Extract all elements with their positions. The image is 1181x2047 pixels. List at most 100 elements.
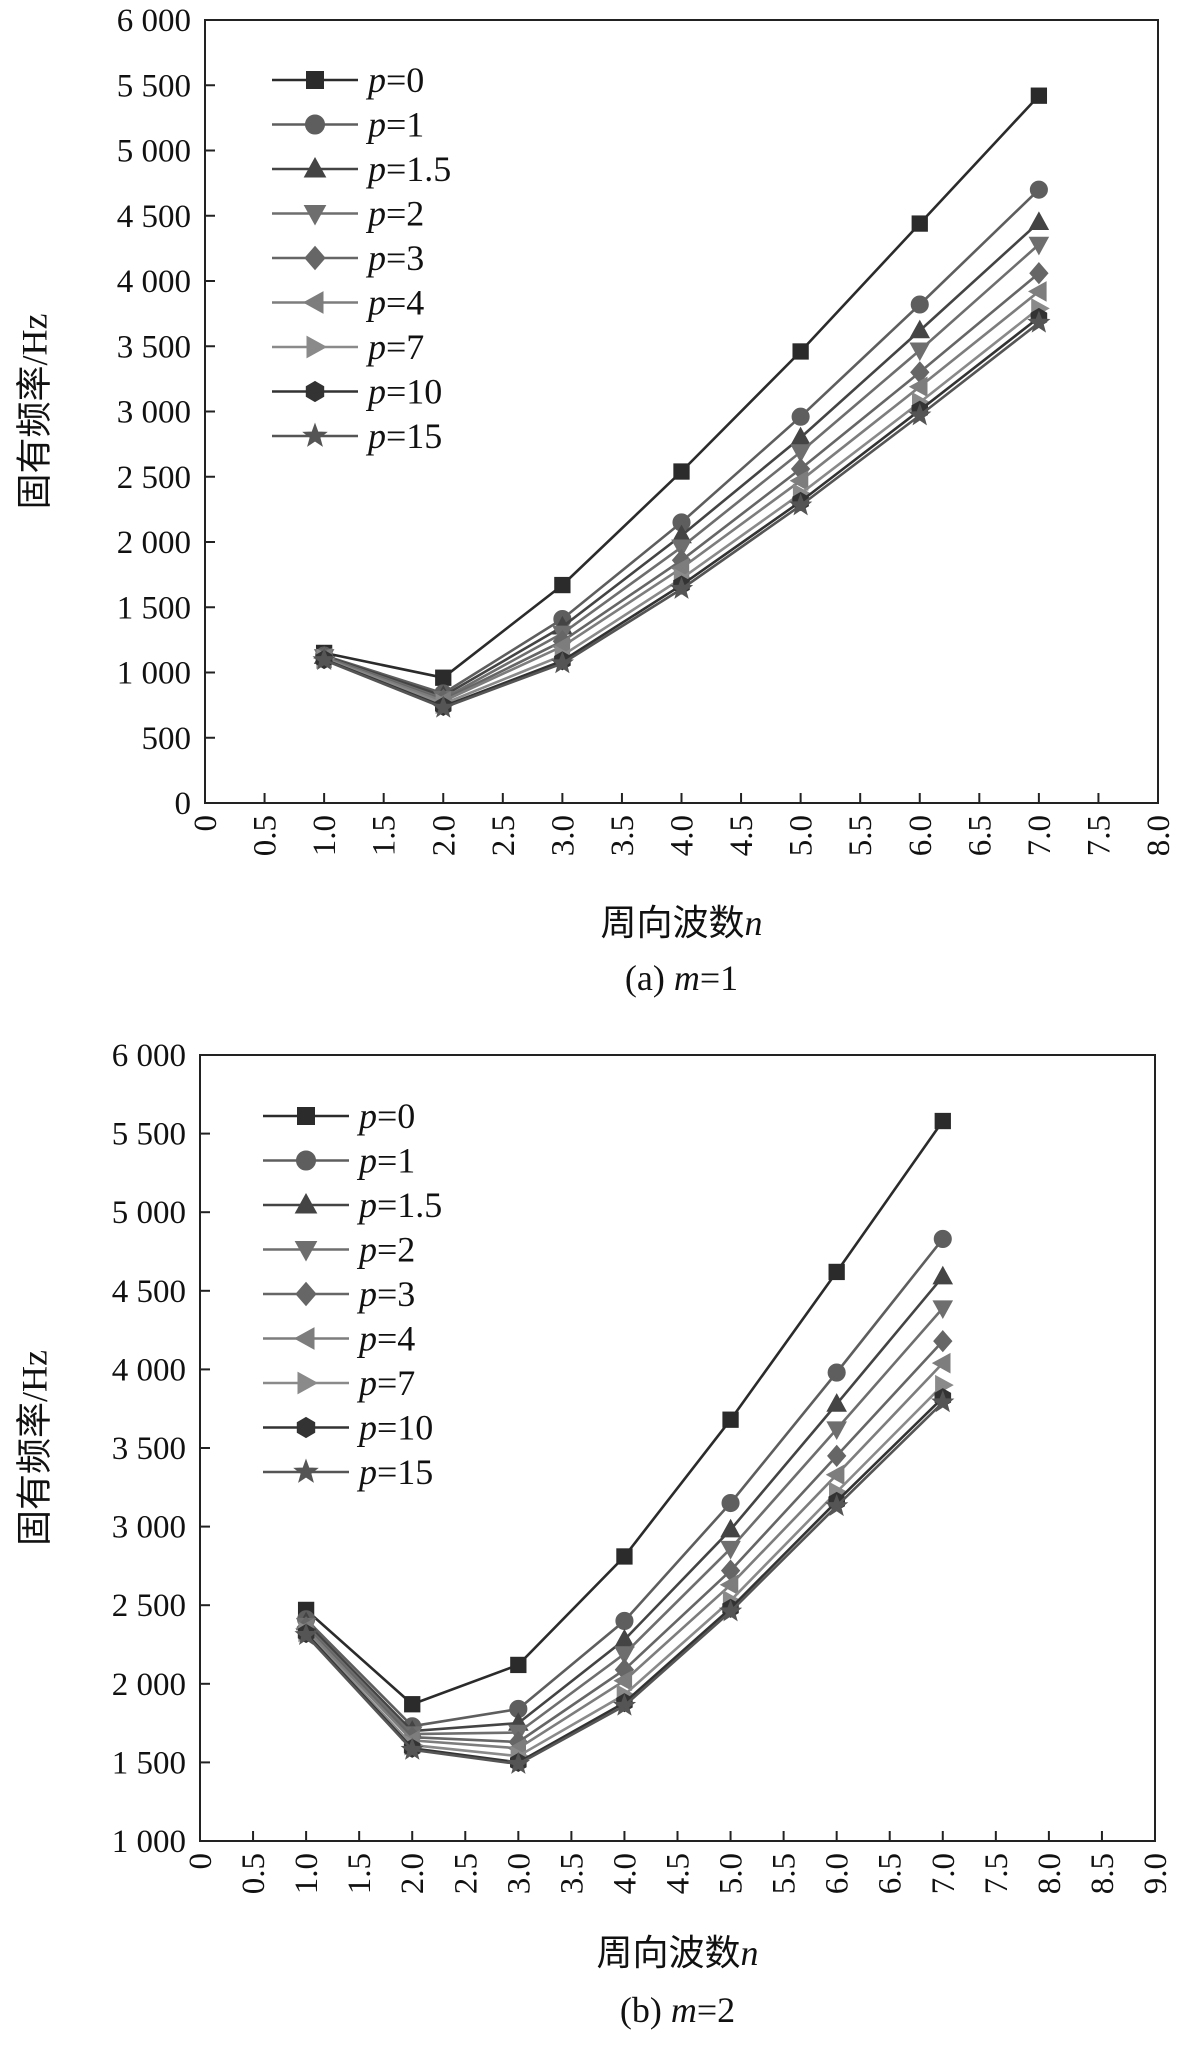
legend-value: =1.5 xyxy=(377,1185,442,1225)
data-point xyxy=(404,1696,421,1713)
legend-item: p=7 xyxy=(272,327,424,367)
legend-item: p=4 xyxy=(263,1319,415,1359)
data-point xyxy=(669,576,694,599)
legend-marker xyxy=(305,380,325,403)
y-tick-label: 2 000 xyxy=(112,1667,186,1703)
data-point xyxy=(554,576,571,594)
legend-value: =0 xyxy=(386,60,424,100)
legend-value: =10 xyxy=(386,372,442,412)
y-tick-label: 5 500 xyxy=(112,1117,186,1153)
x-tick-label: 4.0 xyxy=(665,815,701,856)
data-point xyxy=(612,1693,637,1716)
data-point xyxy=(510,1656,527,1674)
legend-marker xyxy=(302,291,324,314)
series-15 xyxy=(312,310,1051,718)
legend: p=0p=1p=1.5p=2p=3p=4p=7p=10p=15 xyxy=(263,1096,442,1492)
x-tick-label: 1.0 xyxy=(289,1853,325,1894)
x-tick-label: 2.0 xyxy=(395,1853,431,1894)
y-tick-label: 3 500 xyxy=(112,1431,186,1467)
legend-label: p=10 xyxy=(365,372,442,412)
x-tick-label: 5.5 xyxy=(843,815,879,856)
legend-var: p xyxy=(356,1141,377,1181)
series-3 xyxy=(314,262,1049,712)
series-10 xyxy=(315,307,1048,716)
legend-var: p xyxy=(365,327,386,367)
series-0 xyxy=(297,1112,951,1713)
data-point xyxy=(1029,262,1049,285)
data-point xyxy=(718,1599,743,1622)
y-tick-label: 5 000 xyxy=(117,134,191,170)
legend-label: p=10 xyxy=(356,1408,433,1448)
legend-item: p=10 xyxy=(272,372,442,412)
legend-item: p=3 xyxy=(263,1274,415,1314)
legend-item: p=0 xyxy=(272,60,424,100)
data-point xyxy=(616,1548,633,1565)
data-point xyxy=(827,1444,847,1467)
legend-var: p xyxy=(356,1452,377,1492)
data-point xyxy=(721,1493,740,1513)
data-point xyxy=(294,1622,318,1645)
legend: p=0p=1p=1.5p=2p=3p=4p=7p=10p=15 xyxy=(272,60,451,456)
data-point xyxy=(934,1112,951,1130)
legend-value: =0 xyxy=(377,1096,415,1136)
data-point xyxy=(931,1352,951,1374)
data-point xyxy=(789,470,809,491)
data-point xyxy=(671,539,692,559)
legend-var: p xyxy=(356,1096,377,1136)
y-tick-label: 4 500 xyxy=(112,1274,186,1310)
legend-value: =1 xyxy=(377,1141,415,1181)
legend-label: p=1.5 xyxy=(356,1185,442,1225)
series-line xyxy=(323,290,1040,703)
legend-var: p xyxy=(356,1274,377,1314)
x-tick-label: 5.5 xyxy=(767,1853,803,1894)
legend-value: =10 xyxy=(377,1408,433,1448)
y-tick-label: 5 500 xyxy=(117,68,191,104)
y-tick-label: 3 000 xyxy=(117,395,191,431)
legend-marker xyxy=(306,71,324,89)
legend-item: p=1.5 xyxy=(272,149,451,189)
legend-marker xyxy=(294,1241,318,1262)
legend-item: p=2 xyxy=(263,1230,415,1270)
x-tick-label: 4.5 xyxy=(661,1853,697,1894)
legend-label: p=7 xyxy=(365,327,424,367)
data-point xyxy=(932,1300,954,1320)
data-point xyxy=(1029,180,1048,199)
x-tick-label: 3.0 xyxy=(501,1853,537,1894)
x-tick-label: 1.5 xyxy=(367,815,403,856)
data-point xyxy=(908,403,932,426)
legend-var: p xyxy=(356,1363,377,1403)
data-point xyxy=(435,669,452,686)
legend-value: =7 xyxy=(377,1363,415,1403)
x-tick-label: 1.0 xyxy=(307,815,343,856)
plot-frame xyxy=(199,1054,1156,1842)
legend-marker xyxy=(296,1150,316,1171)
x-tick-label: 5.0 xyxy=(714,1853,750,1894)
x-tick-label: 8.0 xyxy=(1141,815,1177,856)
legend-marker xyxy=(293,1327,315,1350)
x-tick-label: 0.5 xyxy=(248,815,284,856)
legend-item: p=2 xyxy=(272,194,424,234)
x-tick-label: 7.0 xyxy=(926,1853,962,1894)
data-point xyxy=(911,215,928,232)
legend-label: p=0 xyxy=(356,1096,415,1136)
legend-var: p xyxy=(365,149,386,189)
chart-a: 0 500 1 000 1 500 2 000 2 500 3 000 3 500 4 000 4… xyxy=(14,3,1177,998)
legend-marker xyxy=(306,335,328,359)
series-7 xyxy=(316,298,1050,715)
data-point xyxy=(720,1540,741,1560)
data-point xyxy=(909,342,931,362)
legend-label: p=3 xyxy=(365,238,424,278)
x-tick-label: 2.5 xyxy=(486,815,522,856)
legend-value: =15 xyxy=(386,416,442,456)
x-axis-title-var: n xyxy=(741,1933,759,1973)
y-tick-label: 4 000 xyxy=(117,264,191,300)
y-tick-label: 0 xyxy=(175,786,192,822)
legend-marker xyxy=(304,245,326,271)
chart-caption: (a) m=1 xyxy=(625,958,738,998)
y-tick-label: 6 000 xyxy=(117,3,191,39)
legend-label: p=2 xyxy=(365,194,424,234)
y-axis-title: 固有频率/Hz xyxy=(14,314,54,510)
x-tick-label: 6.0 xyxy=(903,815,939,856)
x-tick-label: 1.5 xyxy=(342,1853,378,1894)
